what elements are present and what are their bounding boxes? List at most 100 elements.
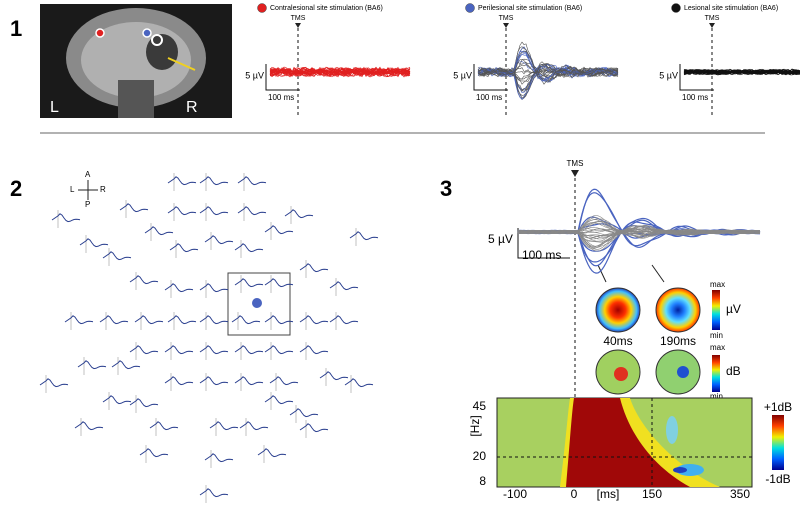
- electrode-waveform: [349, 231, 379, 241]
- electrode-waveform: [299, 345, 329, 355]
- electrode-waveform: [237, 206, 267, 216]
- lesional-site: [151, 34, 163, 46]
- pointer: [597, 264, 607, 283]
- electrode-waveform: [164, 283, 194, 293]
- legend-dot: [465, 3, 475, 13]
- electrode-waveform: [164, 345, 194, 355]
- tms-arrow: [709, 23, 715, 28]
- electrode-waveform: [234, 376, 264, 386]
- waveform: [477, 59, 619, 77]
- legend-label: Perilesional site stimulation (BA6): [478, 5, 582, 12]
- waveform: [683, 69, 800, 76]
- electrode-waveform: [329, 281, 359, 291]
- tf-x-tick: 0: [571, 487, 578, 501]
- mri-left: L: [50, 99, 59, 116]
- electrode-waveform: [264, 225, 294, 235]
- electrode-waveform: [167, 315, 197, 325]
- tf-x-label: [ms]: [597, 487, 620, 501]
- butterfly-trace: [517, 229, 761, 237]
- amplitude-scale: 5 µV: [488, 232, 513, 246]
- scale-bar: [517, 228, 570, 259]
- butterfly: [517, 188, 761, 274]
- orientation-cross: [78, 180, 98, 200]
- orientation-left: L: [70, 185, 75, 194]
- electrode-waveform: [79, 238, 109, 248]
- tf-x-tick: 350: [730, 487, 750, 501]
- colorbar-voltage: [712, 290, 720, 330]
- butterfly-trace: [517, 225, 761, 247]
- electrode-waveform: [209, 421, 239, 431]
- electrode-waveform: [264, 395, 294, 405]
- legend-dot: [257, 3, 267, 13]
- electrode-waveform: [299, 423, 329, 433]
- orientation-right: R: [100, 185, 106, 194]
- panel-label: 3: [440, 176, 452, 201]
- waveform: [683, 68, 800, 76]
- mri-pointer: [167, 57, 196, 71]
- tf-x-tick: -100: [503, 487, 527, 501]
- electrode-waveform: [99, 315, 129, 325]
- electrode-waveform: [51, 213, 81, 223]
- electrode-waveform: [39, 378, 69, 388]
- waveform: [683, 68, 800, 76]
- electrode-waveform: [319, 371, 349, 381]
- tf-region: [566, 398, 690, 487]
- electrode-waveform: [264, 278, 294, 288]
- electrode-waveform: [299, 263, 329, 273]
- tms-label: TMS: [499, 15, 514, 22]
- electrode-waveform: [344, 378, 374, 388]
- waveforms: [477, 41, 619, 101]
- colorbar-max: max: [710, 343, 725, 352]
- waveform: [477, 50, 619, 82]
- electrode-waveform: [329, 315, 359, 325]
- electrode-waveform: [164, 376, 194, 386]
- electrode-waveform: [149, 421, 179, 431]
- electrode-waveform: [231, 315, 261, 325]
- electrode-waveform: [144, 226, 174, 236]
- scale-bar: [265, 64, 300, 91]
- waveform: [269, 68, 411, 78]
- electrode-waveform: [204, 235, 234, 245]
- colorbar-min: -1dB: [765, 472, 790, 486]
- topomap-label: 190ms: [660, 334, 696, 348]
- electrode-waveform: [64, 315, 94, 325]
- waveforms: [269, 66, 411, 78]
- colorbar-tf: [772, 415, 784, 470]
- topomap-label: 40ms: [603, 334, 632, 348]
- electrode-waveform: [234, 278, 264, 288]
- electrode-waveform: [199, 283, 229, 293]
- waveform: [269, 66, 411, 77]
- tf-y-tick: 45: [473, 399, 487, 413]
- electrode-waveform: [289, 408, 319, 418]
- colorbar-min: min: [710, 331, 723, 340]
- electrode-waveform: [139, 448, 169, 458]
- tms-label: TMS: [291, 15, 306, 22]
- electrode-waveform: [74, 421, 104, 431]
- waveform: [477, 63, 619, 99]
- time-scale: 100 ms: [476, 93, 502, 102]
- electrode-waveform: [199, 315, 229, 325]
- tf-y-label: [Hz]: [468, 415, 482, 436]
- waveform: [683, 68, 800, 75]
- electrode-waveform: [269, 376, 299, 386]
- time-scale: 100 ms: [268, 93, 294, 102]
- electrode-waveform: [102, 395, 132, 405]
- tf-y-tick: 8: [479, 474, 486, 488]
- waveform: [477, 67, 619, 77]
- topomap-voltage: [595, 287, 641, 333]
- electrode-waveform: [199, 488, 229, 498]
- tf-y-tick: 20: [473, 449, 487, 463]
- topomap-spot: [614, 367, 628, 381]
- tms-arrow: [503, 23, 509, 28]
- waveform: [477, 62, 619, 78]
- electrode-waveform: [204, 453, 234, 463]
- butterfly-trace: [517, 188, 761, 248]
- electrode-waveform: [134, 315, 164, 325]
- topomap-spot: [677, 366, 689, 378]
- electrode-waveform: [264, 345, 294, 355]
- tf-region: [676, 464, 704, 476]
- electrode-waveform: [102, 251, 132, 261]
- orientation-posterior: P: [85, 200, 90, 209]
- stimulation-site: [95, 28, 105, 38]
